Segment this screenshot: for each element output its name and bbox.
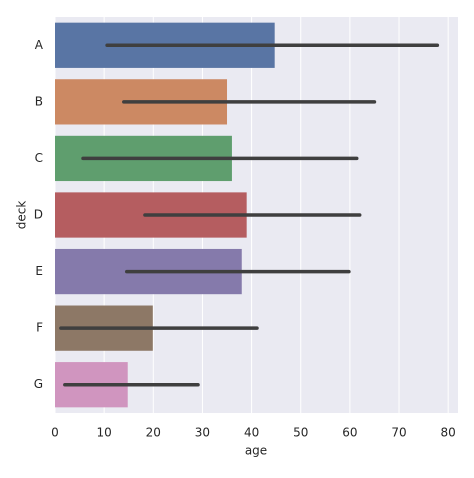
y-tick-label: B <box>35 94 43 108</box>
y-tick-label: F <box>36 321 43 335</box>
y-tick-label: E <box>35 264 43 278</box>
x-tick-label: 70 <box>391 426 406 440</box>
x-tick-label: 10 <box>97 426 112 440</box>
x-tick-label: 40 <box>244 426 259 440</box>
y-tick-label: D <box>34 208 43 222</box>
x-tick-label: 20 <box>146 426 161 440</box>
y-tick-label: A <box>35 38 44 52</box>
y-tick-label: C <box>35 151 43 165</box>
x-tick-label: 60 <box>342 426 357 440</box>
y-axis-label: deck <box>15 201 29 230</box>
x-tick-label: 80 <box>441 426 456 440</box>
x-tick-label: 50 <box>293 426 308 440</box>
x-tick-label: 0 <box>51 426 59 440</box>
x-axis-label: age <box>245 444 267 458</box>
y-tick-label: G <box>34 377 43 391</box>
x-tick-label: 30 <box>195 426 210 440</box>
